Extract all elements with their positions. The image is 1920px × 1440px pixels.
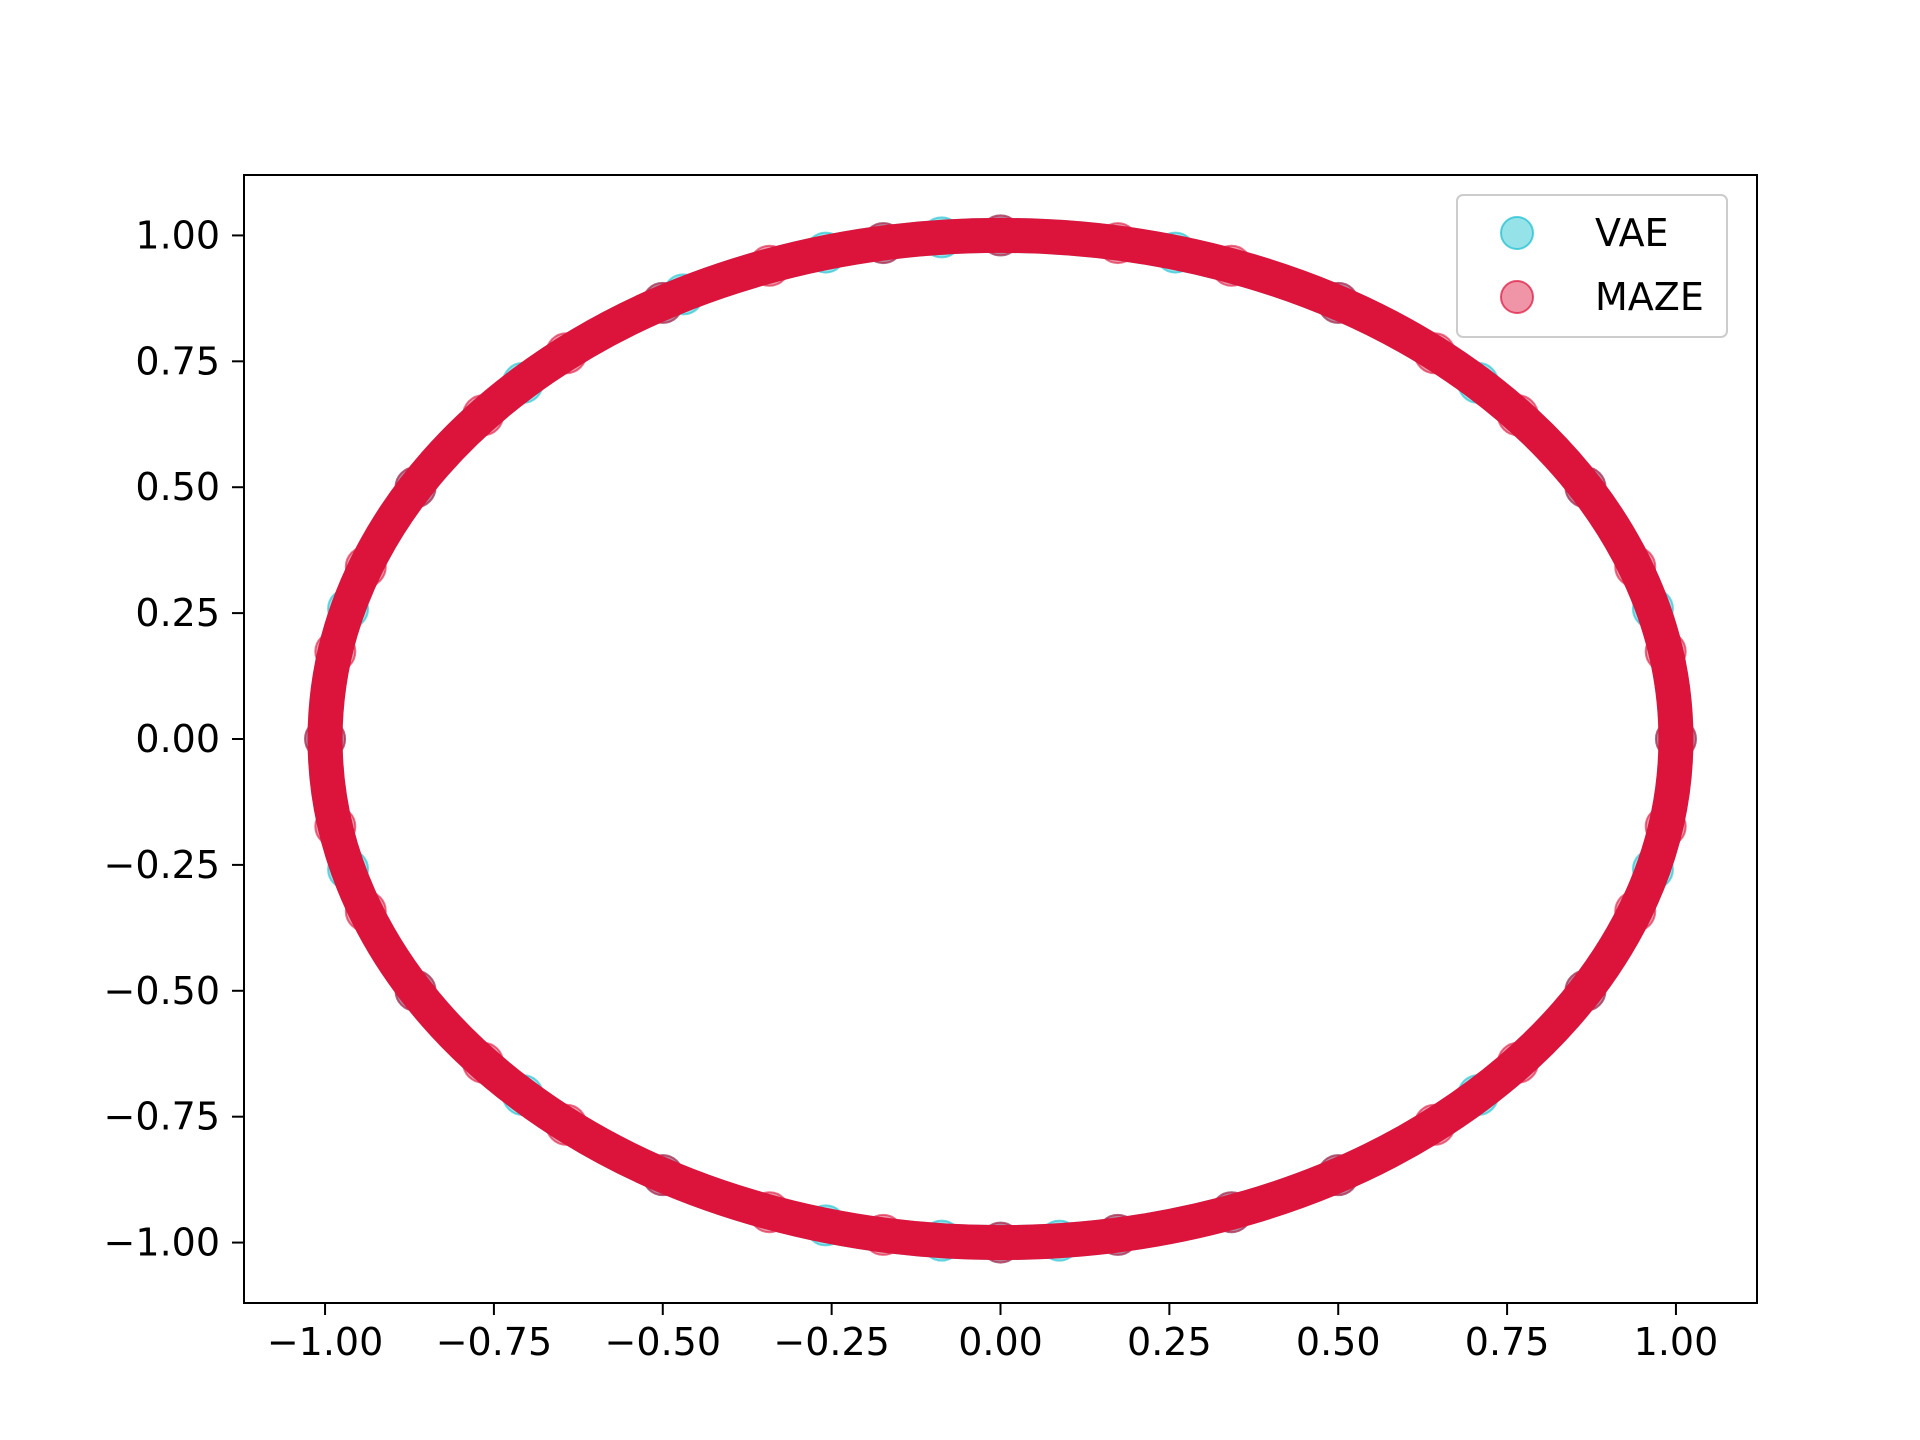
data-point — [748, 1191, 791, 1234]
data-point — [314, 630, 357, 673]
series-maze-ring — [307, 217, 1694, 1261]
legend-label-vae: VAE — [1595, 211, 1669, 255]
data-point — [545, 1103, 588, 1146]
data-point — [314, 805, 357, 848]
data-point — [1413, 1103, 1456, 1146]
legend-box — [1456, 194, 1728, 338]
data-point — [462, 1041, 505, 1084]
data-point — [1210, 244, 1253, 287]
y-tick-label: 1.00 — [135, 213, 220, 257]
data-point — [304, 718, 347, 760]
data-point — [862, 222, 905, 265]
x-tick-label: −1.00 — [267, 1320, 383, 1364]
data-point — [1317, 281, 1360, 324]
x-tick-label: 0.50 — [1296, 1320, 1381, 1364]
legend-marker-vae — [1500, 216, 1534, 250]
data-point — [1096, 222, 1139, 265]
x-tick-label: 0.25 — [1127, 1320, 1212, 1364]
legend-marker-maze — [1500, 280, 1534, 314]
data-point — [1496, 394, 1539, 437]
plot-area — [304, 214, 1697, 1264]
data-point — [344, 545, 387, 588]
data-point — [1496, 1041, 1539, 1084]
data-point — [641, 1154, 684, 1197]
y-tick-label: 0.75 — [135, 339, 220, 383]
data-point — [394, 969, 437, 1012]
x-tick-label: 0.00 — [958, 1320, 1043, 1364]
data-point — [979, 214, 1022, 257]
data-point — [862, 1213, 905, 1256]
x-tick-label: −0.75 — [436, 1320, 552, 1364]
data-point — [1096, 1213, 1139, 1256]
legend: VAE MAZE — [1456, 194, 1728, 338]
data-point — [641, 281, 684, 324]
data-point — [1614, 545, 1657, 588]
y-tick-label: 0.25 — [135, 591, 220, 635]
data-point — [1413, 332, 1456, 375]
legend-label-maze: MAZE — [1595, 275, 1704, 319]
data-point — [545, 332, 588, 375]
y-tick-label: −1.00 — [104, 1221, 220, 1265]
y-tick-label: 0.50 — [135, 465, 220, 509]
data-point — [1564, 969, 1607, 1012]
x-tick-label: −0.25 — [773, 1320, 889, 1364]
data-point — [394, 466, 437, 509]
data-point — [1644, 630, 1687, 673]
data-point — [979, 1221, 1022, 1264]
data-point — [1210, 1191, 1253, 1234]
x-axis: −1.00 −0.75 −0.50 −0.25 0.00 0.25 0.50 0.75 1.00 — [267, 1303, 1718, 1364]
data-point — [1654, 718, 1697, 760]
y-tick-label: 0.00 — [135, 717, 220, 761]
data-point — [1614, 890, 1657, 933]
y-tick-label: −0.50 — [104, 969, 220, 1013]
series-maze — [304, 214, 1697, 1264]
x-tick-label: −0.50 — [605, 1320, 721, 1364]
data-point — [1317, 1154, 1360, 1197]
y-tick-label: −0.25 — [104, 843, 220, 887]
data-point — [344, 890, 387, 933]
data-point — [462, 394, 505, 437]
data-point — [1644, 805, 1687, 848]
data-point — [748, 244, 791, 287]
x-tick-label: 0.75 — [1465, 1320, 1550, 1364]
y-axis: −1.00 −0.75 −0.50 −0.25 0.00 0.25 0.50 0.75 1.00 — [104, 213, 244, 1265]
series-layer — [304, 214, 1697, 1264]
x-tick-label: 1.00 — [1634, 1320, 1719, 1364]
data-point — [1564, 466, 1607, 509]
y-tick-label: −0.75 — [104, 1095, 220, 1139]
